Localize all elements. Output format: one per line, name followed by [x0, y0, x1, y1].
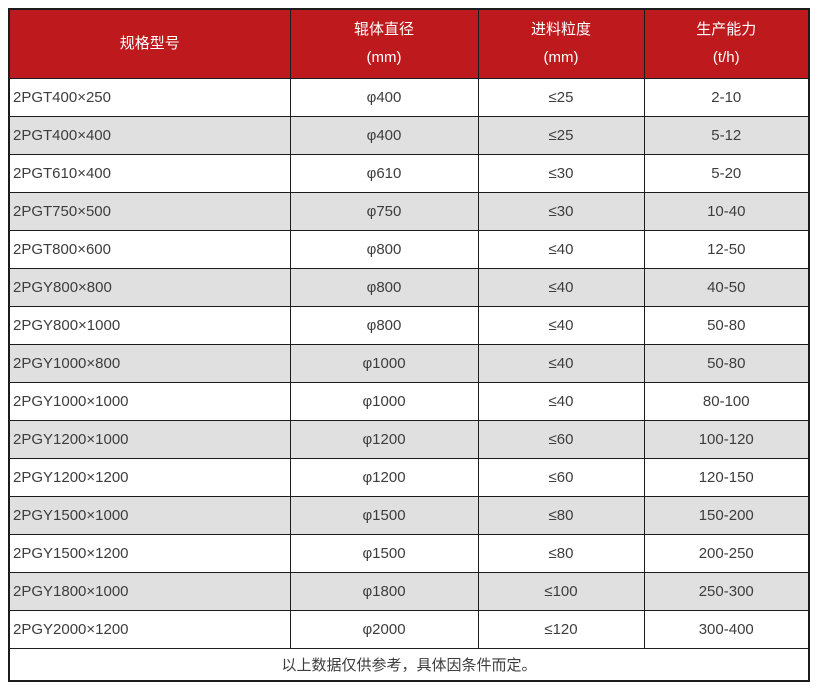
- table-footer: 以上数据仅供参考，具体因条件而定。: [8, 648, 810, 682]
- table-cell: φ1000: [289, 382, 479, 421]
- table-cell: φ800: [289, 306, 479, 345]
- cell-model: 2PGY800×1000: [8, 306, 291, 345]
- table-cell: φ800: [289, 230, 479, 269]
- cell-model: 2PGY1500×1200: [8, 534, 291, 573]
- column-header-roller-diameter-label: 辊体直径: [353, 21, 414, 38]
- table-row: 2PGY1200×1200 φ1200 ≤60 120-150: [8, 458, 810, 497]
- cell-model: 2PGT750×500: [8, 192, 291, 231]
- table-cell: 10-40: [643, 192, 810, 231]
- table-cell: φ800: [289, 268, 479, 307]
- table-cell: ≤30: [477, 154, 645, 193]
- column-header-capacity-label: 生产能力: [696, 21, 757, 38]
- column-header-feed-size-label: 进料粒度: [530, 21, 591, 38]
- table-row: 2PGY1200×1000 φ1200 ≤60 100-120: [8, 420, 810, 459]
- cell-model: 2PGY1000×800: [8, 344, 291, 383]
- table-row: 2PGY1500×1200 φ1500 ≤80 200-250: [8, 534, 810, 573]
- table-cell: 150-200: [643, 496, 810, 535]
- cell-model: 2PGY800×800: [8, 268, 291, 307]
- spec-table: 规格型号 辊体直径 (mm) 进料粒度 (mm) 生产能力 (t/h) 2P: [8, 8, 810, 682]
- table-cell: 5-20: [643, 154, 810, 193]
- column-header-feed-size-unit: (mm): [543, 49, 579, 66]
- table-cell: ≤40: [477, 382, 645, 421]
- table-cell: φ750: [289, 192, 479, 231]
- cell-model: 2PGY1000×1000: [8, 382, 291, 421]
- cell-model: 2PGY1500×1000: [8, 496, 291, 535]
- table-cell: φ400: [289, 116, 479, 155]
- table-cell: 200-250: [643, 534, 810, 573]
- table-row: 2PGY1800×1000 φ1800 ≤100 250-300: [8, 572, 810, 611]
- table-cell: ≤40: [477, 268, 645, 307]
- table-cell: ≤120: [477, 610, 645, 649]
- table-cell: ≤40: [477, 306, 645, 345]
- table-header: 规格型号 辊体直径 (mm) 进料粒度 (mm) 生产能力 (t/h): [8, 8, 810, 79]
- table-row: 2PGT400×250 φ400 ≤25 2-10: [8, 78, 810, 117]
- column-header-capacity-unit: (t/h): [712, 49, 740, 66]
- table-row: 2PGY1000×800 φ1000 ≤40 50-80: [8, 344, 810, 383]
- table-cell: 300-400: [643, 610, 810, 649]
- column-header-roller-diameter-unit: (mm): [366, 49, 402, 66]
- column-header-capacity: 生产能力 (t/h): [643, 8, 810, 79]
- table-cell: φ1800: [289, 572, 479, 611]
- table-cell: 80-100: [643, 382, 810, 421]
- table-row: 2PGY1000×1000 φ1000 ≤40 80-100: [8, 382, 810, 421]
- table-cell: ≤25: [477, 116, 645, 155]
- table-cell: 12-50: [643, 230, 810, 269]
- cell-model: 2PGT800×600: [8, 230, 291, 269]
- cell-model: 2PGY1200×1200: [8, 458, 291, 497]
- table-cell: ≤40: [477, 230, 645, 269]
- table-cell: 2-10: [643, 78, 810, 117]
- table-row: 2PGT610×400 φ610 ≤30 5-20: [8, 154, 810, 193]
- table-cell: φ2000: [289, 610, 479, 649]
- cell-model: 2PGT610×400: [8, 154, 291, 193]
- table-row: 2PGY2000×1200 φ2000 ≤120 300-400: [8, 610, 810, 649]
- table-row: 2PGT800×600 φ800 ≤40 12-50: [8, 230, 810, 269]
- table-cell: ≤60: [477, 420, 645, 459]
- table-cell: φ1200: [289, 420, 479, 459]
- table-cell: 50-80: [643, 306, 810, 345]
- cell-model: 2PGT400×400: [8, 116, 291, 155]
- column-header-feed-size: 进料粒度 (mm): [477, 8, 645, 79]
- table-cell: 50-80: [643, 344, 810, 383]
- column-header-model-label: 规格型号: [119, 35, 180, 52]
- table-cell: ≤80: [477, 534, 645, 573]
- table-cell: ≤40: [477, 344, 645, 383]
- table-cell: ≤25: [477, 78, 645, 117]
- table-row: 2PGT400×400 φ400 ≤25 5-12: [8, 116, 810, 155]
- table-cell: 250-300: [643, 572, 810, 611]
- cell-model: 2PGY1200×1000: [8, 420, 291, 459]
- table-cell: ≤60: [477, 458, 645, 497]
- table-row: 2PGY1500×1000 φ1500 ≤80 150-200: [8, 496, 810, 535]
- spec-table-container: 规格型号 辊体直径 (mm) 进料粒度 (mm) 生产能力 (t/h) 2P: [8, 8, 810, 682]
- table-cell: ≤80: [477, 496, 645, 535]
- table-row: 2PGT750×500 φ750 ≤30 10-40: [8, 192, 810, 231]
- table-cell: φ1000: [289, 344, 479, 383]
- spec-table-body: 2PGT400×250 φ400 ≤25 2-10 2PGT400×400 φ400 ≤25…: [8, 78, 810, 649]
- table-cell: 120-150: [643, 458, 810, 497]
- table-cell: φ400: [289, 78, 479, 117]
- table-cell: ≤30: [477, 192, 645, 231]
- table-cell: φ1200: [289, 458, 479, 497]
- footer-note: 以上数据仅供参考，具体因条件而定。: [8, 648, 810, 682]
- table-row: 2PGY800×1000 φ800 ≤40 50-80: [8, 306, 810, 345]
- table-row: 2PGY800×800 φ800 ≤40 40-50: [8, 268, 810, 307]
- table-cell: φ610: [289, 154, 479, 193]
- footer-row: 以上数据仅供参考，具体因条件而定。: [8, 648, 810, 682]
- column-header-roller-diameter: 辊体直径 (mm): [289, 8, 479, 79]
- table-cell: ≤100: [477, 572, 645, 611]
- table-cell: φ1500: [289, 496, 479, 535]
- cell-model: 2PGY1800×1000: [8, 572, 291, 611]
- table-cell: 5-12: [643, 116, 810, 155]
- column-header-model: 规格型号: [8, 8, 291, 79]
- table-cell: 40-50: [643, 268, 810, 307]
- cell-model: 2PGY2000×1200: [8, 610, 291, 649]
- cell-model: 2PGT400×250: [8, 78, 291, 117]
- table-cell: 100-120: [643, 420, 810, 459]
- table-cell: φ1500: [289, 534, 479, 573]
- header-row: 规格型号 辊体直径 (mm) 进料粒度 (mm) 生产能力 (t/h): [8, 8, 810, 79]
